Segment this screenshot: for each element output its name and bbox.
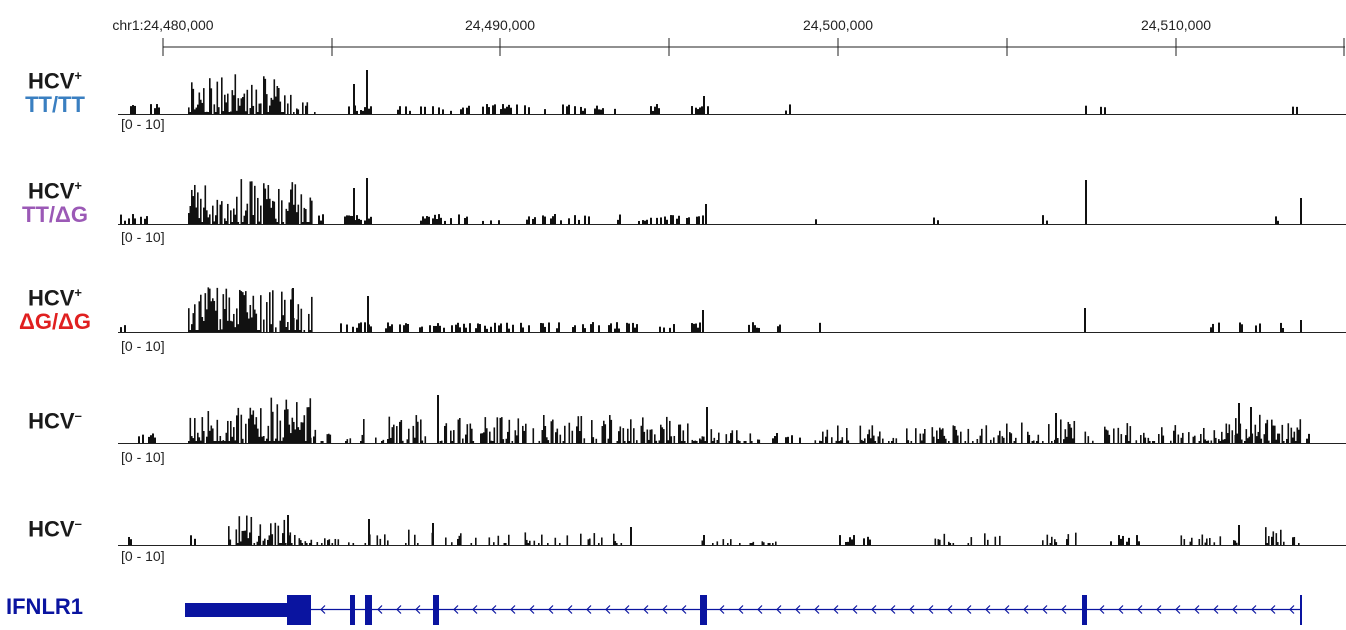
strand-arrow-icon <box>1289 605 1295 614</box>
strand-arrow-icon <box>757 605 763 614</box>
ruler-label-3: 24,500,000 <box>803 17 873 33</box>
track-1-sup: + <box>74 68 83 83</box>
strand-arrow-icon <box>396 605 402 614</box>
ruler-label-2: 24,490,000 <box>465 17 535 33</box>
gene-exon <box>1082 595 1087 625</box>
gene-exon <box>433 595 439 625</box>
track-1-condition: HCV <box>27 68 75 94</box>
strand-arrow-icon <box>1118 605 1124 614</box>
strand-arrow-icon <box>1061 605 1067 614</box>
strand-arrow-icon <box>415 605 421 614</box>
strand-arrow-icon <box>890 605 896 614</box>
coverage-track-5 <box>118 515 1346 546</box>
coverage-bars <box>128 515 1300 545</box>
ruler-ticks <box>162 38 1345 56</box>
track-1-range: [0 - 10] <box>121 116 165 132</box>
gene-exon <box>700 595 707 625</box>
strand-arrow-icon <box>1232 605 1238 614</box>
track-5-range: [0 - 10] <box>121 548 165 564</box>
strand-arrow-icon <box>567 605 573 614</box>
strand-arrow-icon <box>1175 605 1181 614</box>
strand-arrow-icon <box>529 605 535 614</box>
coordinate-ruler: chr1:24,480,000 24,490,000 24,500,000 24… <box>112 17 1345 56</box>
gene-exon-last <box>287 595 311 625</box>
strand-arrow-icon <box>909 605 915 614</box>
strand-arrow-icon <box>719 605 725 614</box>
coverage-track-1 <box>118 70 1346 115</box>
track-3-sup: + <box>74 285 83 300</box>
gene-exon <box>365 595 372 625</box>
gene-utr <box>185 603 287 617</box>
strand-arrow-icon <box>738 605 744 614</box>
strand-arrow-icon <box>776 605 782 614</box>
strand-arrow-icon <box>1004 605 1010 614</box>
track-label-2: HCV+ TT/ΔG <box>0 174 110 227</box>
strand-arrow-icon <box>1099 605 1105 614</box>
strand-arrow-icon <box>491 605 497 614</box>
strand-arrow-icon <box>662 605 668 614</box>
ruler-label-1: chr1:24,480,000 <box>112 17 213 33</box>
strand-arrow-icon <box>1023 605 1029 614</box>
track-label-3: HCV+ ΔG/ΔG <box>0 281 110 334</box>
strand-arrow-icon <box>928 605 934 614</box>
strand-arrow-icon <box>1270 605 1276 614</box>
track-5-condition: HCV <box>28 516 75 542</box>
ruler-label-4: 24,510,000 <box>1141 17 1211 33</box>
track-label-1: HCV+ TT/TT <box>0 64 110 117</box>
strand-arrow-icon <box>1213 605 1219 614</box>
gene-name: IFNLR1 <box>6 594 83 619</box>
strand-arrow-icon <box>1156 605 1162 614</box>
strand-arrow-icon <box>681 605 687 614</box>
coverage-track-2 <box>118 178 1346 225</box>
gene-exon <box>350 595 355 625</box>
strand-arrow-icon <box>833 605 839 614</box>
coverage-track-4 <box>118 395 1346 444</box>
coverage-bars <box>130 70 1298 114</box>
strand-arrow-icon <box>643 605 649 614</box>
track-3-range: [0 - 10] <box>121 338 165 354</box>
strand-arrow-icon <box>814 605 820 614</box>
track-3-condition: HCV <box>27 285 75 311</box>
track-label-5: HCV– <box>0 512 110 541</box>
strand-arrow-icon <box>1042 605 1048 614</box>
strand-arrow-icon <box>795 605 801 614</box>
strand-arrow-icon <box>852 605 858 614</box>
strand-arrow-icon <box>1251 605 1257 614</box>
track-2-genotype: TT/ΔG <box>22 202 88 228</box>
track-4-range: [0 - 10] <box>121 449 165 465</box>
strand-arrow-icon <box>472 605 478 614</box>
track-4-condition: HCV <box>28 408 75 434</box>
track-2-condition: HCV <box>27 178 75 204</box>
strand-arrow-icon <box>624 605 630 614</box>
strand-arrow-icon <box>605 605 611 614</box>
coverage-track-3 <box>118 287 1346 333</box>
strand-arrow-icon <box>510 605 516 614</box>
track-1-genotype: TT/TT <box>25 92 85 118</box>
track-3-genotype: ΔG/ΔG <box>19 309 91 335</box>
track-2-range: [0 - 10] <box>121 229 165 245</box>
strand-arrow-icon <box>1137 605 1143 614</box>
strand-arrow-icon <box>985 605 991 614</box>
strand-arrow-icon <box>548 605 554 614</box>
track-2-sup: + <box>74 178 83 193</box>
coverage-bars <box>120 178 1302 224</box>
strand-arrow-icon <box>966 605 972 614</box>
strand-arrow-icon <box>1194 605 1200 614</box>
gene-model-ifnlr1 <box>185 595 1302 625</box>
strand-arrow-icon <box>871 605 877 614</box>
coverage-bars <box>120 287 1302 332</box>
strand-arrow-icon <box>320 605 326 614</box>
coverage-bars <box>138 395 1310 443</box>
strand-arrow-icon <box>453 605 459 614</box>
track-4-sup: – <box>74 408 82 423</box>
strand-arrow-icon <box>947 605 953 614</box>
track-5-sup: – <box>74 516 82 531</box>
strand-arrow-icon <box>377 605 383 614</box>
track-label-4: HCV– <box>0 404 110 433</box>
strand-arrow-icon <box>586 605 592 614</box>
